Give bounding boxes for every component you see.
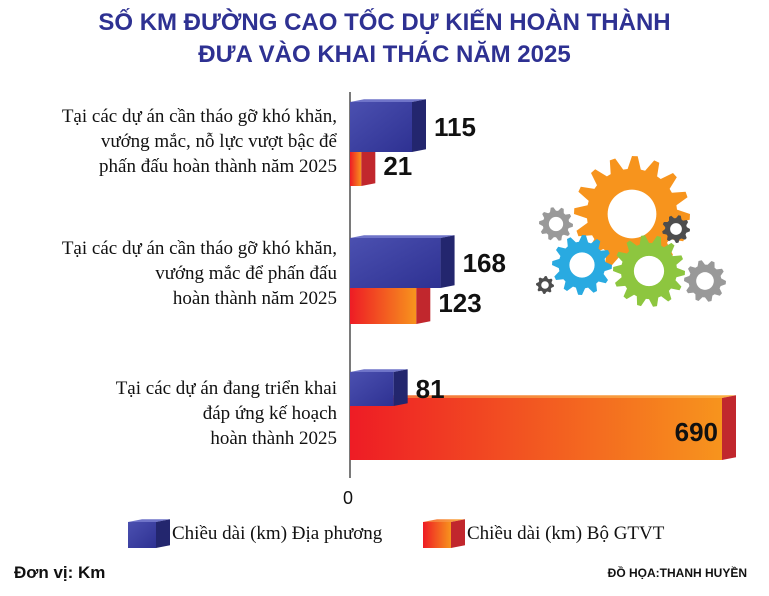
gear-gray-right-icon-hole	[696, 272, 714, 290]
bar-ministry-1-front	[350, 140, 362, 186]
bar-local-3-front	[350, 372, 394, 406]
category-label-2-line-2: vướng mắc để phấn đấu	[155, 263, 337, 284]
value-label-ministry-1: 21	[383, 151, 412, 181]
category-label-2-line-3: hoàn thành năm 2025	[172, 288, 337, 309]
category-label-2-line-1: Tại các dự án cần tháo gỡ khó khăn,	[61, 238, 337, 259]
bar-local-2-side	[440, 235, 455, 288]
category-label-2: Tại các dự án cần tháo gỡ khó khăn, vướn…	[17, 236, 337, 311]
bar-ministry-3-front	[350, 398, 722, 460]
bar-local-2	[350, 235, 455, 288]
value-label-local-2: 168	[463, 248, 506, 278]
gear-gray-right-icon	[684, 260, 726, 302]
chart-title-line-1: SỐ KM ĐƯỜNG CAO TỐC DỰ KIẾN HOÀN THÀNH	[98, 9, 671, 36]
gear-dark-top-icon-hole	[670, 223, 682, 235]
gear-dark-top-icon	[662, 215, 690, 243]
x-axis-zero-label: 0	[343, 488, 354, 508]
legend-label-local: Chiều dài (km) Địa phương	[172, 523, 383, 544]
gear-orange-icon-hole	[607, 189, 657, 239]
bar-local-3-top	[350, 369, 408, 372]
value-label-ministry-3: 690	[675, 417, 718, 447]
legend-swatch-local-top	[128, 519, 170, 522]
gear-green-icon	[613, 235, 685, 307]
legend-swatch-ministry-top	[423, 519, 465, 522]
legend-label-ministry: Chiều dài (km) Bộ GTVT	[467, 523, 665, 544]
gear-cyan-icon-hole	[569, 252, 595, 278]
category-label-1-line-3: phấn đấu hoàn thành năm 2025	[99, 156, 337, 177]
category-label-1: Tại các dự án cần tháo gỡ khó khăn, vướn…	[17, 104, 337, 179]
bar-ministry-3-top	[350, 395, 736, 398]
gear-dark-small-icon-hole	[541, 281, 549, 289]
unit-label: Đơn vị: Km	[14, 563, 106, 582]
bar-local-1	[350, 99, 426, 152]
bar-local-1-top	[350, 99, 426, 102]
bar-local-2-front	[350, 238, 441, 288]
legend-swatch-local-front	[128, 522, 156, 548]
legend-swatch-ministry-front	[423, 522, 451, 548]
legend-swatch-local	[128, 519, 170, 548]
value-label-ministry-2: 123	[438, 288, 481, 318]
legend-swatch-local-side	[156, 519, 170, 548]
category-label-3-line-2: đáp ứng kế hoạch	[202, 403, 337, 424]
legend-swatch-ministry-side	[451, 519, 465, 548]
bar-local-2-top	[350, 235, 455, 238]
gear-dark-small-icon	[536, 276, 554, 294]
gear-gray-small-icon	[539, 207, 573, 241]
gear-green-icon-hole	[633, 255, 665, 287]
category-label-3: Tại các dự án đang triển khai đáp ứng kế…	[17, 376, 337, 451]
bar-local-1-side	[412, 99, 426, 152]
bar-local-3-side	[393, 369, 408, 406]
bar-ministry-3	[350, 395, 736, 460]
bar-ministry-3-side	[722, 395, 736, 460]
bar-local-1-front	[350, 102, 412, 152]
gear-cyan-icon	[552, 235, 612, 295]
gear-gray-small-icon-hole	[548, 216, 564, 232]
chart-title-line-2: ĐƯA VÀO KHAI THÁC NĂM 2025	[198, 41, 571, 68]
value-label-local-3: 81	[416, 374, 445, 404]
bar-local-3	[350, 369, 408, 406]
category-label-1-line-1: Tại các dự án cần tháo gỡ khó khăn,	[61, 106, 337, 127]
graphic-credit: ĐỒ HỌA:THANH HUYỀN	[607, 566, 747, 580]
value-label-local-1: 115	[434, 112, 476, 142]
category-label-1-line-2: vướng mắc, nỗ lực vượt bậc để	[100, 131, 337, 152]
legend-swatch-ministry	[423, 519, 465, 548]
category-label-3-line-1: Tại các dự án đang triển khai	[115, 378, 337, 399]
category-label-3-line-3: hoàn thành 2025	[210, 428, 337, 449]
